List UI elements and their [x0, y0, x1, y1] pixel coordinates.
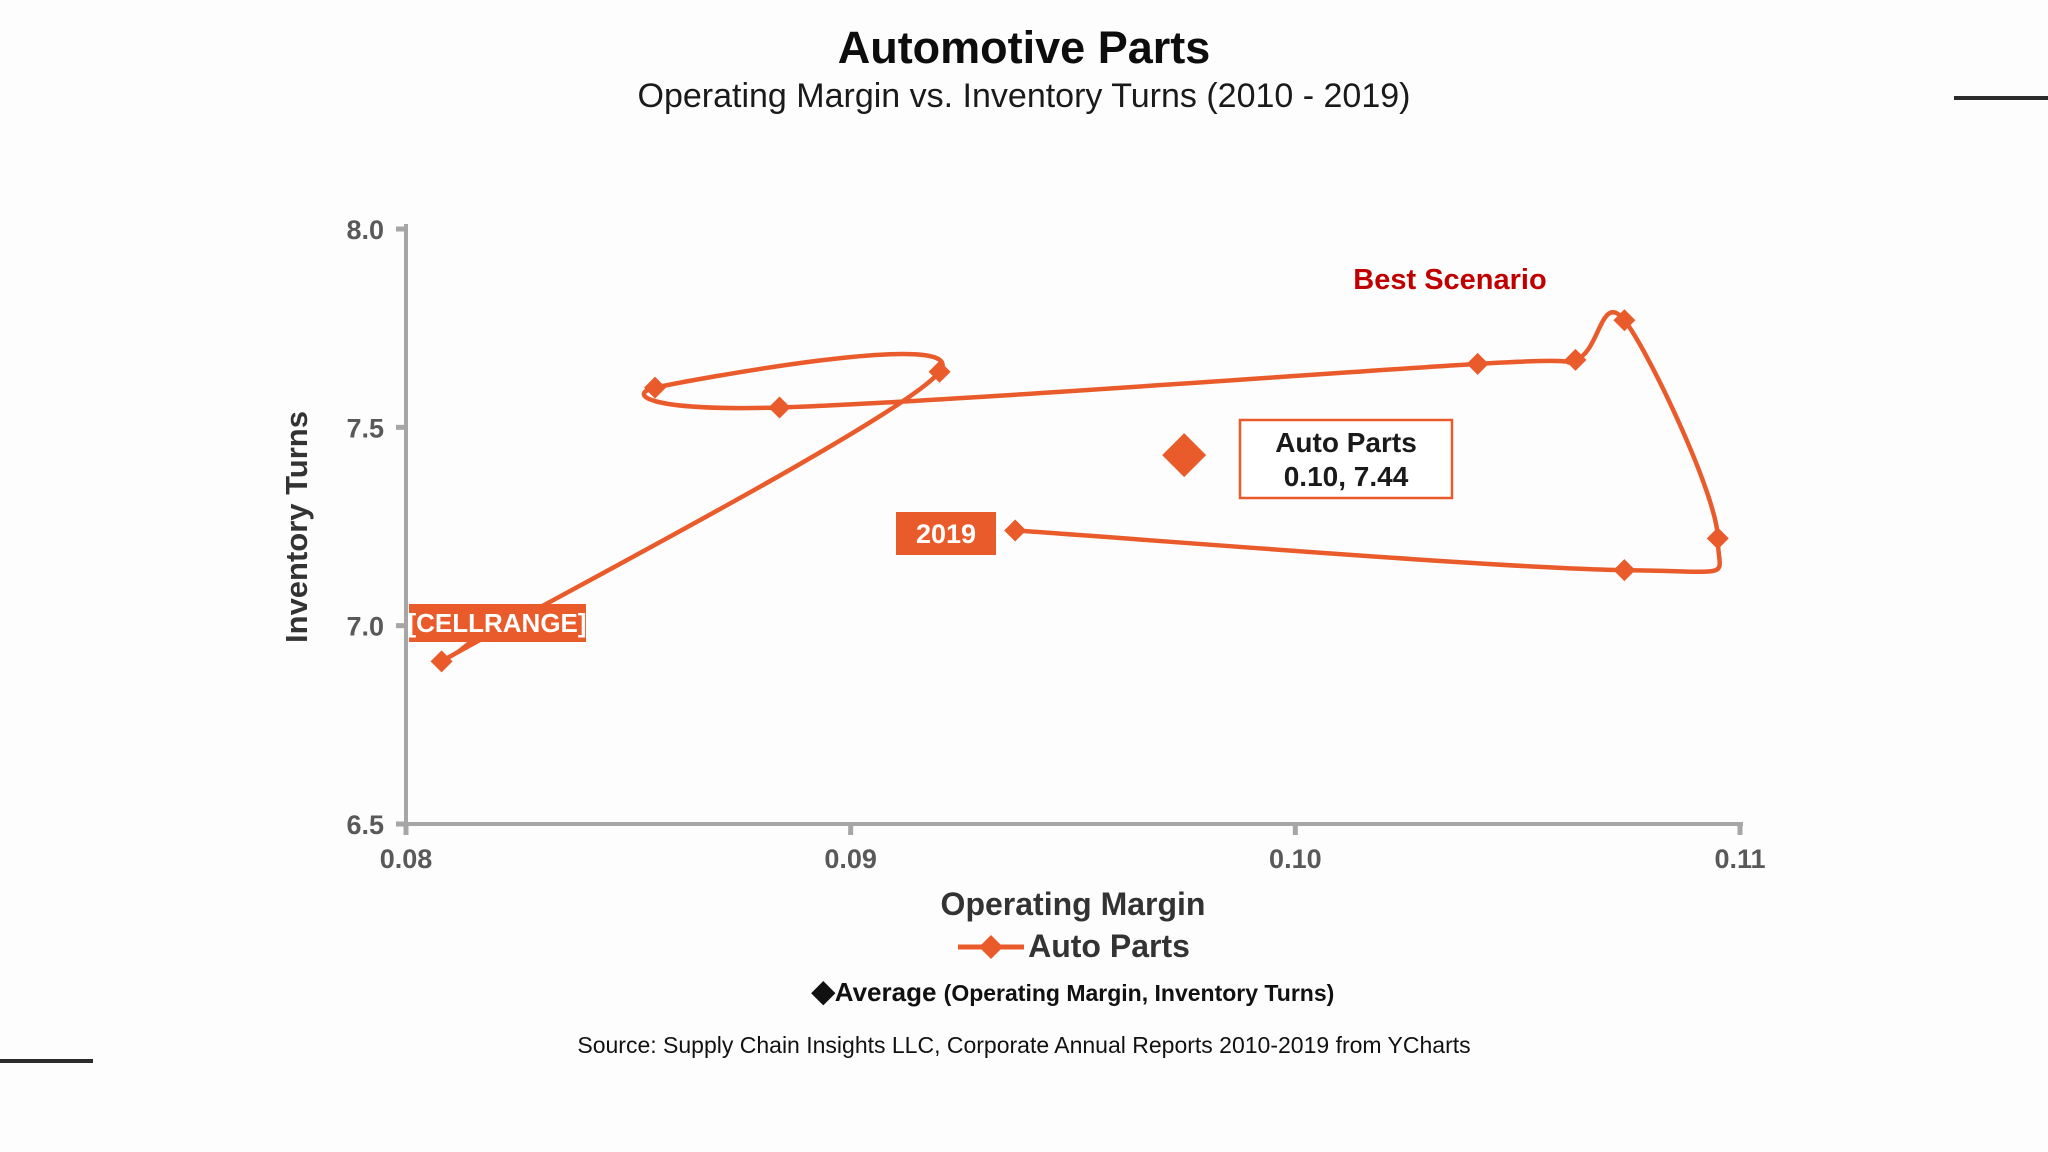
data-point-diamond-5 [1564, 348, 1587, 371]
year-2019-label-text: 2019 [916, 519, 976, 549]
y-tick-label-6.5: 6.5 [346, 810, 384, 840]
data-point-diamond-3 [768, 396, 791, 419]
y-tick-label-7.5: 7.5 [346, 413, 384, 443]
average-diamond-icon: ◆ [811, 975, 835, 1008]
data-point-diamond-2 [644, 376, 667, 399]
average-callout-value: 0.10, 7.44 [1284, 461, 1409, 492]
cellrange-label-box [409, 604, 586, 642]
cellrange-label-text: [CELLRANGE] [407, 608, 586, 638]
data-point-diamond-8 [1613, 559, 1636, 582]
y-tick-label-8.0: 8.0 [346, 215, 384, 245]
x-tick-label-0.08: 0.08 [380, 844, 433, 874]
page-subtitle: Operating Margin vs. Inventory Turns (20… [637, 76, 1411, 115]
data-point-diamond-0 [430, 650, 453, 673]
x-tick-label-0.11: 0.11 [1714, 844, 1765, 874]
legend-average-label: Average [834, 977, 937, 1007]
average-callout-box [1238, 418, 1454, 500]
data-point-diamond-9 [1004, 519, 1027, 542]
legend-average-sublabel: (Operating Margin, Inventory Turns) [943, 980, 1335, 1006]
x-tick-label-0.10: 0.10 [1269, 844, 1322, 874]
page-title: Automotive Parts [837, 22, 1211, 73]
decor-line-top-right [1954, 96, 2048, 100]
legend-average-row: ◆Average (Operating Margin, Inventory Tu… [406, 974, 1740, 1009]
x-tick-label-0.09: 0.09 [824, 844, 877, 874]
x-axis-title: Operating Margin [940, 886, 1206, 922]
trajectory-line [439, 310, 1723, 664]
year-2019-label-box [896, 512, 996, 555]
data-point-diamond-1 [928, 360, 951, 383]
best-scenario-label: Best Scenario [1353, 264, 1546, 296]
chart-header: Automotive Parts Operating Margin vs. In… [0, 22, 2048, 118]
average-diamond-marker [1162, 433, 1207, 478]
decor-line-bottom-left [0, 1059, 93, 1063]
data-point-diamond-6 [1613, 309, 1636, 332]
cellrange-leader-line [447, 638, 473, 661]
series-line-marker-icon [958, 934, 1025, 959]
data-point-diamond-4 [1466, 352, 1489, 375]
source-text: Source: Supply Chain Insights LLC, Corpo… [577, 1032, 1471, 1058]
legend-series-row: Auto Parts [406, 928, 1740, 965]
legend-series-label: Auto Parts [1028, 928, 1190, 964]
average-callout-title: Auto Parts [1275, 427, 1417, 458]
data-point-diamond-7 [1706, 527, 1729, 550]
y-tick-label-7.0: 7.0 [346, 612, 384, 642]
